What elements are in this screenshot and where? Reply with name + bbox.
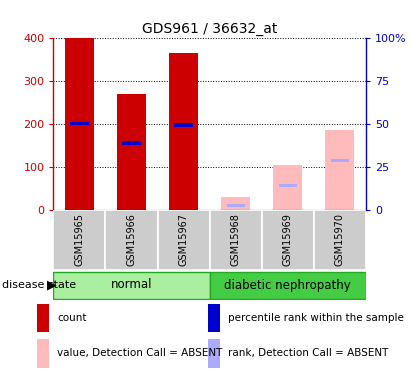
Bar <box>106 210 157 270</box>
Text: value, Detection Call = ABSENT: value, Detection Call = ABSENT <box>57 348 222 358</box>
Text: count: count <box>57 313 86 323</box>
Text: GSM15966: GSM15966 <box>127 214 136 266</box>
Bar <box>226 204 245 207</box>
Bar <box>117 94 146 210</box>
Bar <box>53 210 106 270</box>
Bar <box>326 130 354 210</box>
Text: GSM15969: GSM15969 <box>283 214 293 266</box>
Text: normal: normal <box>111 279 152 291</box>
Text: rank, Detection Call = ABSENT: rank, Detection Call = ABSENT <box>228 348 388 358</box>
Bar <box>273 165 302 210</box>
Text: GSM15965: GSM15965 <box>74 213 84 267</box>
Bar <box>221 197 250 210</box>
Bar <box>210 210 262 270</box>
Bar <box>65 38 94 210</box>
Bar <box>37 304 49 332</box>
Bar <box>314 210 366 270</box>
Text: diabetic nephropathy: diabetic nephropathy <box>224 279 351 291</box>
Bar <box>279 184 297 187</box>
Bar <box>208 304 220 332</box>
Bar <box>208 339 220 368</box>
Bar <box>210 272 366 298</box>
Bar <box>70 122 89 126</box>
Bar <box>37 339 49 368</box>
Bar <box>53 272 210 298</box>
Bar <box>157 210 210 270</box>
Text: GSM15968: GSM15968 <box>231 214 240 266</box>
Title: GDS961 / 36632_at: GDS961 / 36632_at <box>142 22 277 36</box>
Text: disease state: disease state <box>2 280 76 290</box>
Bar <box>262 210 314 270</box>
Text: percentile rank within the sample: percentile rank within the sample <box>228 313 404 323</box>
Bar <box>122 141 141 145</box>
Text: GSM15967: GSM15967 <box>179 213 189 267</box>
Text: ▶: ▶ <box>47 279 57 291</box>
Bar <box>175 123 193 127</box>
Bar <box>331 159 349 162</box>
Bar <box>169 53 198 210</box>
Text: GSM15970: GSM15970 <box>335 213 345 267</box>
